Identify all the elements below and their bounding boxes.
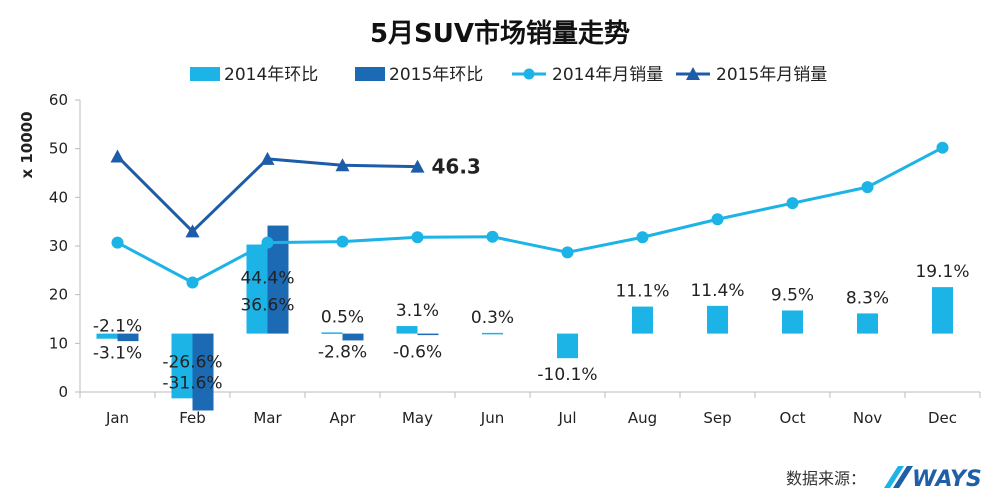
point-2014-feb xyxy=(186,276,199,289)
point-2015-may xyxy=(410,159,425,173)
legend: 2014年环比 2015年环比 2014年月销量 2015年月销量 xyxy=(190,65,827,85)
legend-label-2015-sales: 2015年月销量 xyxy=(716,65,827,85)
ways-logo: WAYS xyxy=(884,466,982,492)
y-tick-label: 20 xyxy=(49,286,68,304)
bar-2014-jan xyxy=(96,333,118,339)
legend-marker-2014-sales xyxy=(523,68,535,80)
bar-2015-feb xyxy=(192,333,214,411)
line-2014-sales xyxy=(116,146,944,284)
pct-label-2014-may: 3.1% xyxy=(396,301,439,321)
x-tick-label: Mar xyxy=(253,409,282,427)
legend-label-2014-sales: 2014年月销量 xyxy=(552,65,663,85)
ways-logo-mark-icon-2 xyxy=(893,466,913,488)
point-2014-aug xyxy=(636,231,649,244)
x-tick-label: Sep xyxy=(703,409,731,427)
pct-label-2014-jan: -2.1% xyxy=(93,317,142,337)
point-2014-jul xyxy=(561,246,574,259)
pct-label-2014-feb: -26.6% xyxy=(162,353,222,373)
pct-label-2014-mar: 36.6% xyxy=(240,296,294,316)
x-tick-label: Oct xyxy=(780,409,806,427)
legend-swatch-2015-mom xyxy=(355,67,385,81)
data-labels: -2.1% -26.6% 36.6% 0.5% 3.1% 0.3% -10.1% 11.1% 1… xyxy=(93,155,970,394)
bar-2015-apr xyxy=(342,333,364,341)
y-tick-label: 60 xyxy=(49,91,68,109)
bar-2014-oct xyxy=(782,310,803,334)
x-tick-label: May xyxy=(402,409,433,427)
pct-label-2014-dec: 19.1% xyxy=(915,262,969,282)
bar-2014-mar xyxy=(246,244,268,334)
x-tick-label: Feb xyxy=(179,409,206,427)
x-tick-label: Dec xyxy=(928,409,957,427)
pct-label-2014-jul: -10.1% xyxy=(537,365,597,385)
point-2015-mar xyxy=(260,151,275,165)
point-2014-may xyxy=(411,231,424,244)
pct-label-2015-may: -0.6% xyxy=(393,343,442,363)
legend-label-2014-mom: 2014年环比 xyxy=(224,65,318,85)
bar-2015-mar xyxy=(267,225,289,334)
bars xyxy=(96,225,953,411)
pct-label-2015-jan: -3.1% xyxy=(93,344,142,364)
line-2015-sales xyxy=(116,155,418,233)
bar-2014-jun xyxy=(482,332,503,335)
x-tick-label: Jun xyxy=(480,409,504,427)
pct-label-2015-apr: -2.8% xyxy=(318,343,367,363)
logo-text: WAYS xyxy=(912,467,982,492)
pct-label-2014-apr: 0.5% xyxy=(321,307,364,327)
x-tick-label: Apr xyxy=(330,409,357,427)
lines xyxy=(110,141,949,289)
bar-2014-jul xyxy=(557,333,578,359)
end-label-2015-sales: 46.3 xyxy=(432,155,481,179)
pct-label-2014-sep: 11.4% xyxy=(690,281,744,301)
x-tick-label: Jan xyxy=(105,409,129,427)
point-2014-nov xyxy=(861,181,874,194)
bar-2014-apr xyxy=(321,332,343,334)
ways-logo-mark-icon xyxy=(884,466,904,488)
point-2014-apr xyxy=(336,235,349,248)
chart-title: 5月SUV市场销量走势 xyxy=(370,18,630,49)
point-2014-jun xyxy=(486,230,499,243)
pct-label-2014-jun: 0.3% xyxy=(471,308,514,328)
point-2014-sep xyxy=(711,213,724,226)
y-tick-label: 0 xyxy=(58,383,68,401)
point-2015-apr xyxy=(335,158,350,172)
bar-2015-jan xyxy=(117,333,139,342)
axes: 0 10 20 30 40 50 60 Jan Feb Mar Apr May Jun Jul Aug Sep… xyxy=(49,91,981,427)
legend-marker-2015-sales xyxy=(686,67,700,80)
pct-label-2015-feb: -31.6% xyxy=(162,374,222,394)
x-tick-label: Aug xyxy=(628,409,657,427)
y-tick-label: 10 xyxy=(49,334,68,352)
bar-2014-may xyxy=(396,326,418,334)
pct-label-2014-nov: 8.3% xyxy=(846,288,889,308)
bar-2014-feb xyxy=(171,333,193,399)
y-axis-label: x 10000 xyxy=(18,111,36,178)
point-2014-jan xyxy=(111,236,124,249)
point-2015-feb xyxy=(185,224,200,238)
pct-label-2015-mar: 44.4% xyxy=(240,269,294,289)
x-tick-label: Jul xyxy=(557,409,576,427)
y-tick-label: 30 xyxy=(49,237,68,255)
bar-2014-sep xyxy=(707,305,728,334)
y-tick-label: 40 xyxy=(49,188,68,206)
pct-label-2014-oct: 9.5% xyxy=(771,285,814,305)
legend-label-2015-mom: 2015年环比 xyxy=(389,65,483,85)
bar-2014-nov xyxy=(857,313,878,334)
bar-2015-may xyxy=(417,333,439,336)
source-label: 数据来源： xyxy=(786,469,866,488)
bar-2014-dec xyxy=(932,287,953,334)
y-tick-label: 50 xyxy=(49,140,68,158)
pct-label-2014-aug: 11.1% xyxy=(615,282,669,302)
legend-swatch-2014-mom xyxy=(190,67,220,81)
x-tick-label: Nov xyxy=(853,409,882,427)
point-2014-oct xyxy=(786,197,799,210)
point-2015-jan xyxy=(110,149,125,163)
bar-2014-aug xyxy=(632,306,653,334)
point-2014-dec xyxy=(936,141,949,154)
point-2014-mar xyxy=(261,236,274,249)
